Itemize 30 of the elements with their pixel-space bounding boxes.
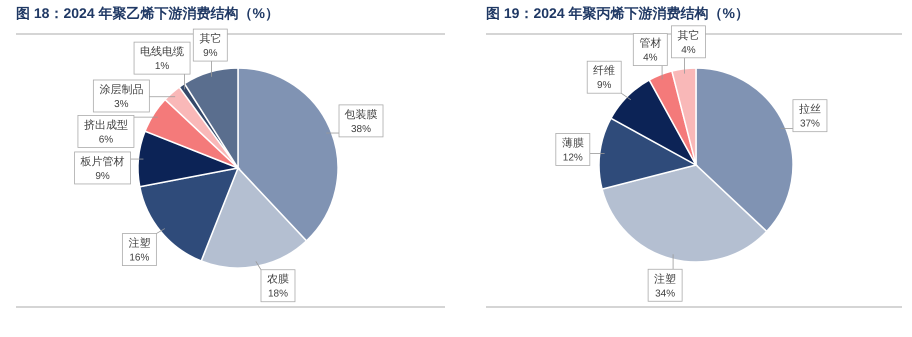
slice-label: 管材 [639, 36, 662, 50]
data-label: 3% [114, 98, 129, 110]
slice-label: 注塑 [654, 272, 676, 286]
data-label: 18% [268, 288, 288, 300]
data-label: 4% [643, 52, 658, 64]
data-label: 9% [203, 48, 218, 60]
data-label: 38% [351, 124, 372, 135]
slice-label: 包装膜 [344, 108, 378, 121]
data-label: 6% [98, 134, 114, 146]
data-label: 4% [681, 44, 696, 56]
slice-label: 注塑 [128, 236, 150, 250]
slice-label: 薄膜 [562, 136, 584, 150]
data-label: 12% [562, 152, 583, 164]
slice-label: 拉丝 [798, 102, 821, 116]
data-label: 9% [596, 80, 612, 92]
data-label: 34% [655, 288, 676, 300]
slice-label: 其它 [199, 32, 222, 46]
slice-label: 农膜 [266, 274, 289, 286]
slice-label: 电线电缆 [140, 45, 184, 58]
chart-title: 图 18：2024 年聚乙烯下游消费结构（%） [16, 5, 279, 21]
slice-label: 涂层制品 [99, 82, 144, 96]
data-label: 37% [800, 118, 820, 130]
data-label: 16% [129, 252, 150, 264]
slice-label: 板片管材 [80, 154, 125, 168]
data-label: 1% [154, 61, 170, 72]
slice-label: 纤维 [593, 64, 616, 78]
chart-title: 图 19：2024 年聚丙烯下游消费结构（%） [486, 5, 749, 21]
slice-label: 其它 [677, 28, 700, 42]
slice-label: 挤出成型 [84, 118, 128, 132]
data-label: 9% [95, 170, 110, 182]
